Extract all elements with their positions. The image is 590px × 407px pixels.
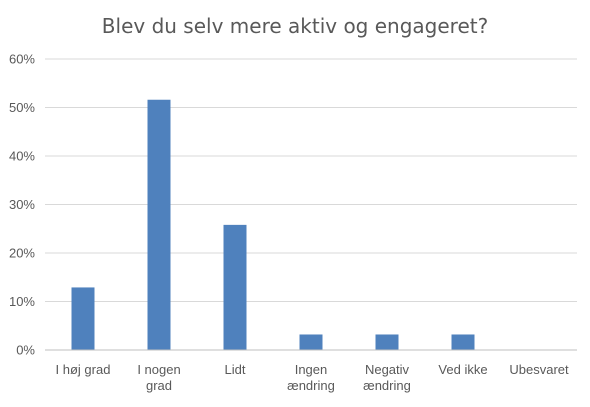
y-tick-label: 40% [9,149,35,164]
bar [223,224,247,350]
y-tick-label: 30% [9,197,35,212]
bar [71,287,95,350]
x-tick-label: Negativ ændring [363,362,411,393]
x-tick-label: Ved ikke [438,362,487,377]
x-tick-label: I høj grad [56,362,111,377]
gridlines [45,58,577,302]
x-tick-label: Lidt [225,362,246,377]
y-tick-label: 50% [9,100,35,115]
y-tick-label: 20% [9,246,35,261]
x-tick-label: I nogen grad [137,362,180,393]
x-tick-label: Ubesvaret [509,362,569,377]
y-axis-tick-labels: 0% 10% 20% 30% 40% 50% 60% [9,52,35,358]
x-axis-tick-labels: I høj grad I nogen grad Lidt Ingen ændring Neg… [56,362,569,393]
bar [375,334,399,350]
bar [299,334,323,350]
bar [451,334,475,350]
y-tick-label: 10% [9,294,35,309]
chart-title: Blev du selv mere aktiv og engageret? [102,14,488,38]
y-tick-label: 60% [9,52,35,67]
y-tick-label: 0% [16,343,35,358]
bars [71,99,475,351]
x-tick-label: Ingen ændring [287,362,335,393]
bar [147,99,171,351]
